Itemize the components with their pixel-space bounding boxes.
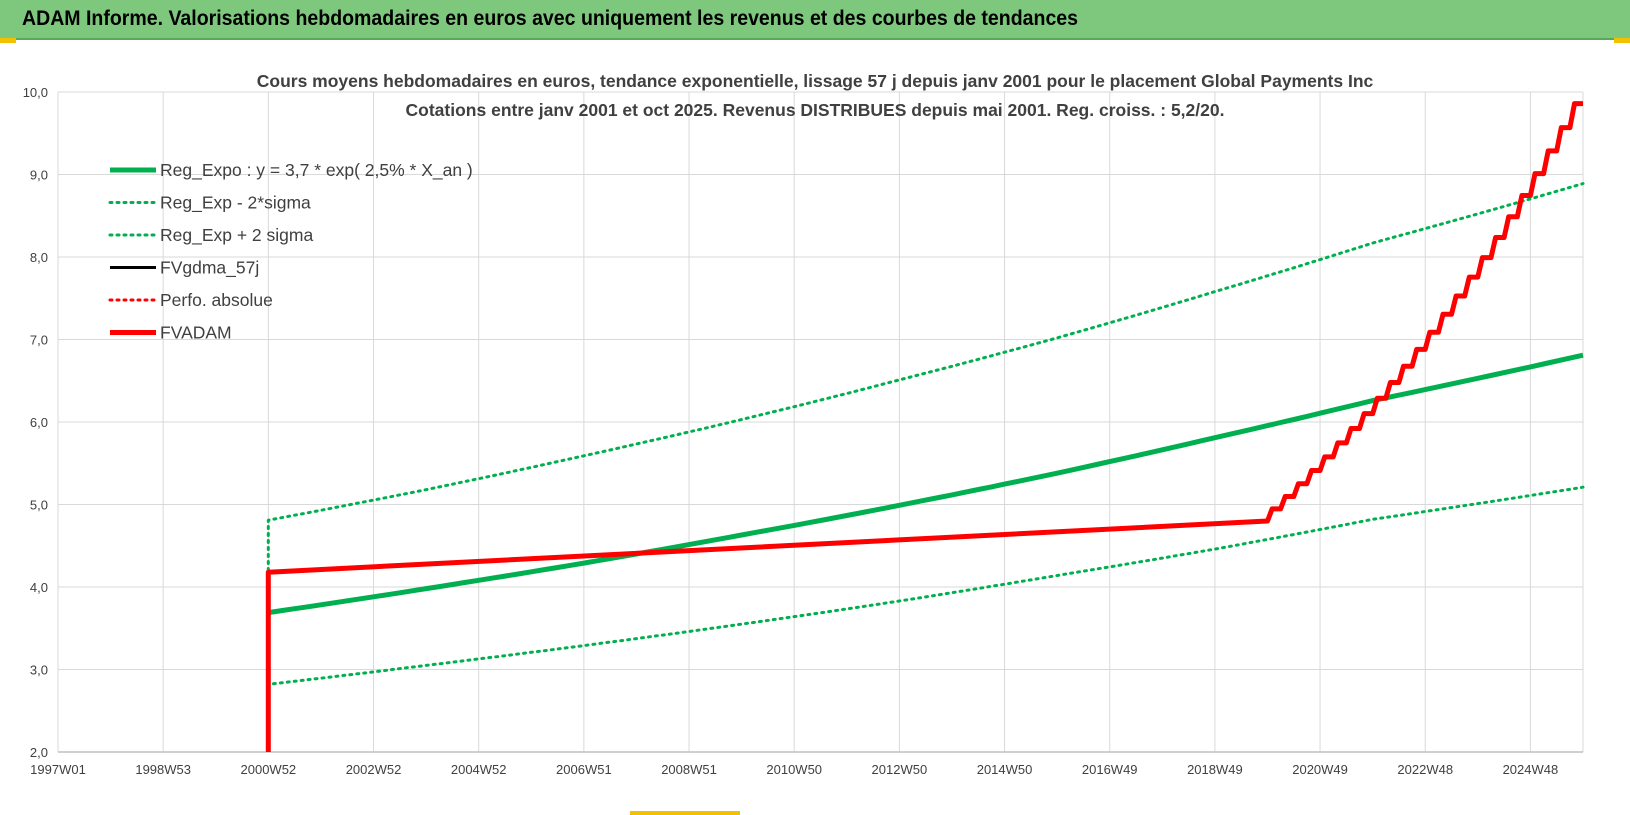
bottom-marker — [630, 811, 740, 815]
x-tick-label: 2016W49 — [1082, 762, 1138, 777]
x-tick-label: 2024W48 — [1503, 762, 1559, 777]
corner-mark-left — [0, 38, 16, 43]
legend-label: FVADAM — [160, 323, 232, 343]
y-tick-label: 4,0 — [30, 580, 48, 595]
x-tick-label: 2004W52 — [451, 762, 507, 777]
x-tick-label: 2008W51 — [661, 762, 717, 777]
y-tick-label: 10,0 — [23, 85, 48, 100]
legend-label: Reg_Exp + 2 sigma — [160, 225, 313, 246]
legend: Reg_Expo : y = 3,7 * exp( 2,5% * X_an ) R… — [108, 160, 473, 343]
y-tick-label: 3,0 — [30, 663, 48, 678]
line-chart: 2,0 3,0 4,0 5,0 6,0 7,0 8,0 9,0 10,0 1997W01 1998W… — [23, 71, 1585, 777]
x-tick-label: 2020W49 — [1292, 762, 1348, 777]
y-tick-label: 9,0 — [30, 168, 48, 183]
axes: 2,0 3,0 4,0 5,0 6,0 7,0 8,0 9,0 10,0 1997W01 1998W… — [23, 85, 1583, 777]
grid — [57, 91, 1584, 753]
y-tick-label: 8,0 — [30, 250, 48, 265]
chart-title: Cours moyens hebdomadaires en euros, ten… — [257, 71, 1374, 91]
x-tick-label: 2006W51 — [556, 762, 612, 777]
banner-title: ADAM Informe. Valorisations hebdomadaire… — [22, 7, 1079, 30]
legend-label: Perfo. absolue — [160, 290, 273, 310]
x-tick-label: 1998W53 — [135, 762, 191, 777]
legend-label: FVgdma_57j — [160, 258, 259, 279]
x-tick-label: 1997W01 — [30, 762, 86, 777]
x-tick-label: 2000W52 — [241, 762, 297, 777]
chart-subtitle: Cotations entre janv 2001 et oct 2025. R… — [406, 100, 1225, 120]
series-line-2 — [266, 182, 1585, 572]
chart-area: 2,0 3,0 4,0 5,0 6,0 7,0 8,0 9,0 10,0 1997W01 1998W… — [0, 40, 1630, 815]
legend-label: Reg_Exp - 2*sigma — [160, 193, 311, 214]
series-line-1 — [266, 485, 1585, 686]
y-tick-label: 6,0 — [30, 415, 48, 430]
banner: ADAM Informe. Valorisations hebdomadaire… — [0, 0, 1630, 40]
series-line-3 — [266, 102, 1583, 752]
y-tick-label: 5,0 — [30, 498, 48, 513]
series-line-5 — [265, 101, 1583, 752]
corner-mark-right — [1614, 38, 1630, 43]
x-tick-label: 2012W50 — [872, 762, 928, 777]
x-tick-label: 2014W50 — [977, 762, 1033, 777]
x-tick-label: 2022W48 — [1397, 762, 1453, 777]
x-tick-label: 2010W50 — [766, 762, 822, 777]
legend-label: Reg_Expo : y = 3,7 * exp( 2,5% * X_an ) — [160, 160, 473, 181]
y-tick-label: 7,0 — [30, 333, 48, 348]
x-tick-label: 2002W52 — [346, 762, 402, 777]
series-line-0 — [267, 352, 1584, 616]
series-group — [265, 101, 1585, 752]
y-tick-label: 2,0 — [30, 745, 48, 760]
x-tick-label: 2018W49 — [1187, 762, 1243, 777]
